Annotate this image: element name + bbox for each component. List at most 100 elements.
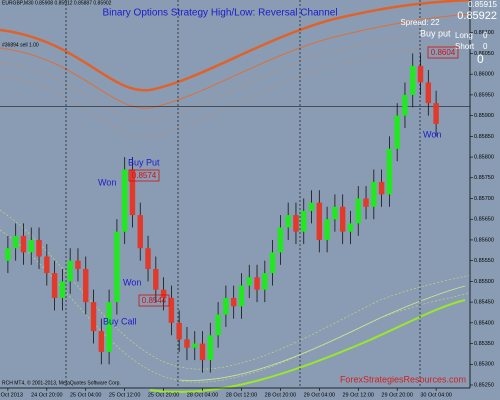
chart-title: Binary Options Strategy High/Low: Revers… [102,8,337,19]
candle-body [293,215,299,232]
candle-body [137,215,143,249]
candle-body [230,297,237,307]
candle-body [378,181,385,195]
candle-body [5,248,11,261]
annotation: Buy put [420,28,451,38]
y-tick-label: 0.85650 [474,217,494,223]
short-value: 0 [483,42,488,51]
indicator-bands [0,0,471,393]
x-tick-label: 25 Oct 20:00 [148,392,180,398]
x-tick-label: 29 Oct 04:00 [304,392,336,398]
candle-body [410,65,416,95]
x-tick-label: 28 Oct 20:00 [265,392,297,398]
x-tick-label: 28 Oct 12:00 [226,392,258,398]
annotation: Buy Put [128,157,160,167]
y-tick-label: 0.85500 [474,279,494,285]
y-tick-label: 0.85950 [474,92,494,98]
candle-body [347,223,354,232]
y-tick-label: 0.85550 [474,258,494,264]
candle-body [285,215,291,228]
candle-body [199,343,206,361]
y-tick-label: 0.85900 [474,113,494,119]
candle-body [36,239,42,257]
candle-body [28,239,34,253]
candle-body [44,256,50,274]
y-tick-label: 0.85700 [474,196,494,202]
candle-body [371,181,377,207]
annotation-price: 0.8544 [142,296,167,305]
candle-body [238,285,245,307]
candle-body [363,198,369,207]
candle-body [339,206,346,232]
annotation: Buy Call [103,316,137,326]
candle-body [160,289,167,298]
candle-body [192,343,198,348]
bid: 0.85922 [457,10,497,22]
y-tick-label: 0.85600 [474,237,494,243]
candle-body [262,273,268,290]
short-label: Short [455,42,475,51]
y-tick-label: 0.86000 [474,72,494,78]
long-label: Long [455,31,473,40]
candle-body [386,148,393,195]
candle-body [153,268,159,290]
x-tick-label: 24 Oct 20:00 [31,392,63,398]
candle-body [51,273,58,298]
x-tick-label: 29 Oct 20:00 [381,392,413,398]
candle-body [355,198,361,224]
candle-body [316,202,323,240]
price-box [427,46,459,59]
candle-body [223,297,229,315]
session-separators [65,0,421,388]
copyright: RCH MT4, © 2001-2013, MetaQuotes Softwar… [2,379,121,386]
price-box [138,294,170,307]
candle-body [98,331,105,352]
y-tick-label: 0.86050 [474,51,494,57]
candle-body [324,219,330,240]
spread: Spread: 22 [400,18,440,27]
x-tick-label: 25 Oct 04:00 [70,392,102,398]
candle-body [12,235,19,249]
candle-body [83,268,89,303]
y-tick-label: 0.85750 [474,175,494,181]
annotation-result: Won [423,129,441,139]
candle-body [20,235,27,253]
y-tick-label: 0.85400 [474,320,494,326]
annotation-price: 0.8604 [431,48,456,57]
candle-body [301,210,307,232]
candle-body [168,297,175,323]
x-tick-label: 28 Oct 04:00 [187,392,219,398]
candle-body [114,231,120,303]
candle-body [215,314,221,336]
candle-body [308,202,315,211]
candle-body [246,277,252,286]
candle-body [207,335,214,361]
order-info: #36894 sell 1.00 [2,42,39,48]
total-value: 0 [477,52,484,66]
ask: 0.85915 [468,0,497,9]
candle-body [417,65,424,83]
annotation-price: 0.8574 [132,171,157,180]
candle-body [129,169,136,216]
price-box [128,169,160,182]
candle-body [59,281,66,298]
candle-body [402,94,408,116]
annotation-result: Won [123,277,141,287]
candle-body [184,339,190,348]
candle-body [145,248,151,269]
candle-body [254,277,260,290]
y-tick-label: 0.85850 [474,134,494,140]
candle-body [425,82,432,104]
watermark: ForexStrategiesResources.com [340,374,466,384]
y-tick-label: 0.85450 [474,300,494,306]
y-tick-label: 0.85250 [474,382,494,388]
candle-body [106,302,112,352]
candle-body [433,103,439,124]
candle-body [121,169,128,232]
candle-body [90,302,97,332]
x-tick-label: 30 Oct 04:00 [420,392,452,398]
annotation-result: Won [98,177,116,187]
candle-body [176,322,182,340]
